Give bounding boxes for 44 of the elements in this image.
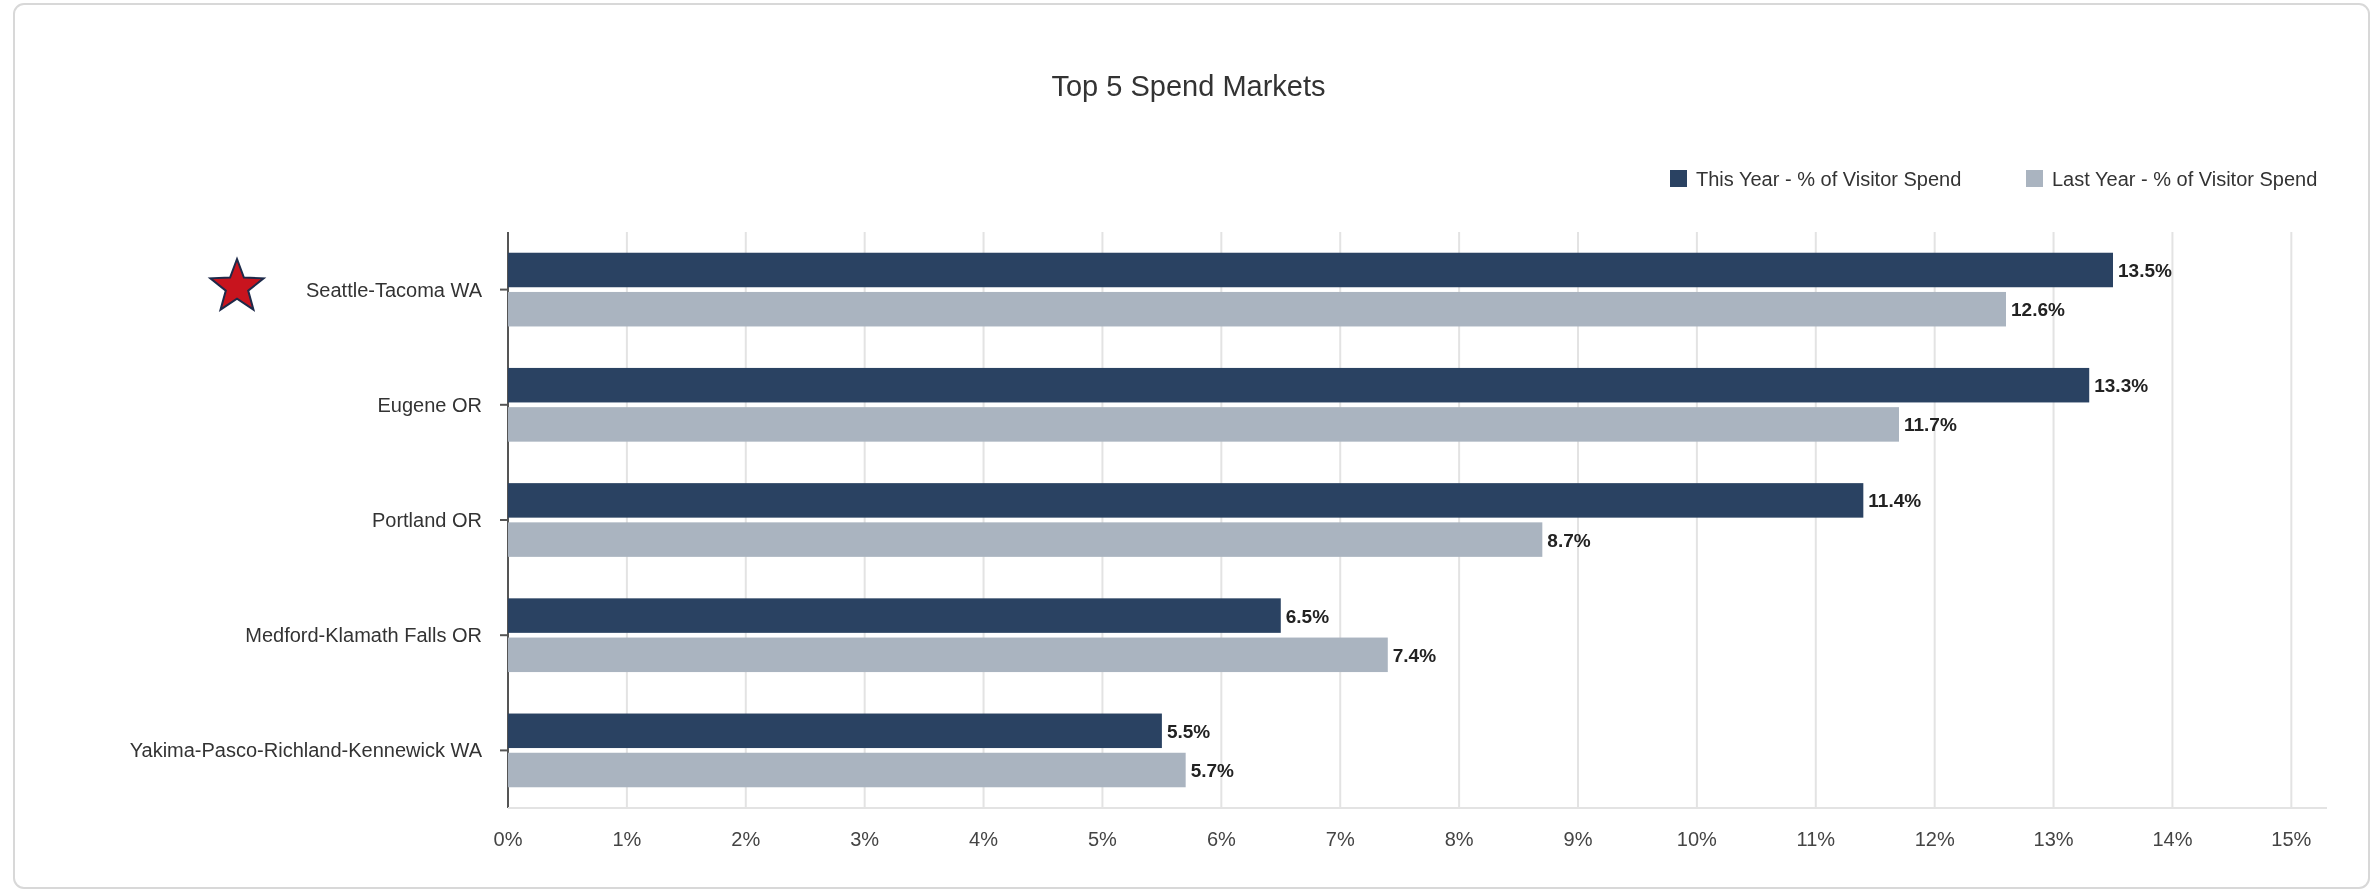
x-tick-label: 15% bbox=[2271, 828, 2312, 850]
data-label: 11.7% bbox=[1904, 414, 1957, 436]
data-label: 6.5% bbox=[1285, 605, 1330, 627]
data-label: 13.3% bbox=[2094, 375, 2149, 397]
bar bbox=[508, 407, 1899, 442]
y-tick-label: Eugene OR bbox=[377, 393, 482, 416]
y-tick-label: Portland OR bbox=[371, 509, 482, 531]
data-label: 13.5% bbox=[2118, 259, 2172, 281]
data-label: 5.7% bbox=[1190, 760, 1235, 782]
y-tick-label: Medford-Klamath Falls OR bbox=[245, 624, 482, 647]
x-tick-label: 8% bbox=[1444, 828, 1474, 850]
x-tick-label: 6% bbox=[1206, 828, 1236, 850]
bar bbox=[508, 522, 1543, 557]
data-label: 8.7% bbox=[1547, 529, 1591, 551]
bar bbox=[508, 713, 1162, 749]
x-tick-label: 7% bbox=[1325, 828, 1355, 850]
x-tick-label: 13% bbox=[2033, 828, 2074, 850]
x-tick-label: 10% bbox=[1676, 828, 1718, 850]
legend-label: This Year - % of Visitor Spend bbox=[1696, 168, 1962, 190]
y-tick-label: Seattle-Tacoma WA bbox=[306, 278, 483, 301]
x-tick-label: 1% bbox=[612, 828, 642, 850]
legend-label: Last Year - % of Visitor Spend bbox=[2052, 168, 2318, 190]
bar bbox=[508, 598, 1281, 633]
data-label: 11.4% bbox=[1868, 490, 1922, 512]
x-tick-label: 4% bbox=[969, 828, 999, 850]
bar bbox=[508, 291, 2006, 327]
bar bbox=[508, 752, 1186, 788]
x-tick-label: 9% bbox=[1563, 828, 1593, 850]
bar bbox=[508, 483, 1864, 518]
x-tick-label: 2% bbox=[731, 828, 761, 850]
x-tick-label: 14% bbox=[2152, 828, 2193, 850]
bar bbox=[508, 637, 1388, 673]
data-label: 7.4% bbox=[1392, 644, 1437, 666]
chart-title: Top 5 Spend Markets bbox=[1051, 70, 1326, 102]
x-tick-label: 11% bbox=[1796, 828, 1836, 850]
bar bbox=[508, 367, 2090, 403]
data-label: 5.5% bbox=[1166, 720, 1211, 742]
bar bbox=[508, 252, 2113, 288]
x-tick-label: 0% bbox=[493, 828, 523, 850]
x-tick-label: 12% bbox=[1914, 828, 1955, 850]
x-tick-label: 5% bbox=[1087, 828, 1118, 850]
y-tick-label: Yakima-Pasco-Richland-Kennewick WA bbox=[129, 739, 483, 762]
data-label: 12.6% bbox=[2011, 299, 2065, 321]
x-tick-label: 3% bbox=[850, 828, 880, 850]
